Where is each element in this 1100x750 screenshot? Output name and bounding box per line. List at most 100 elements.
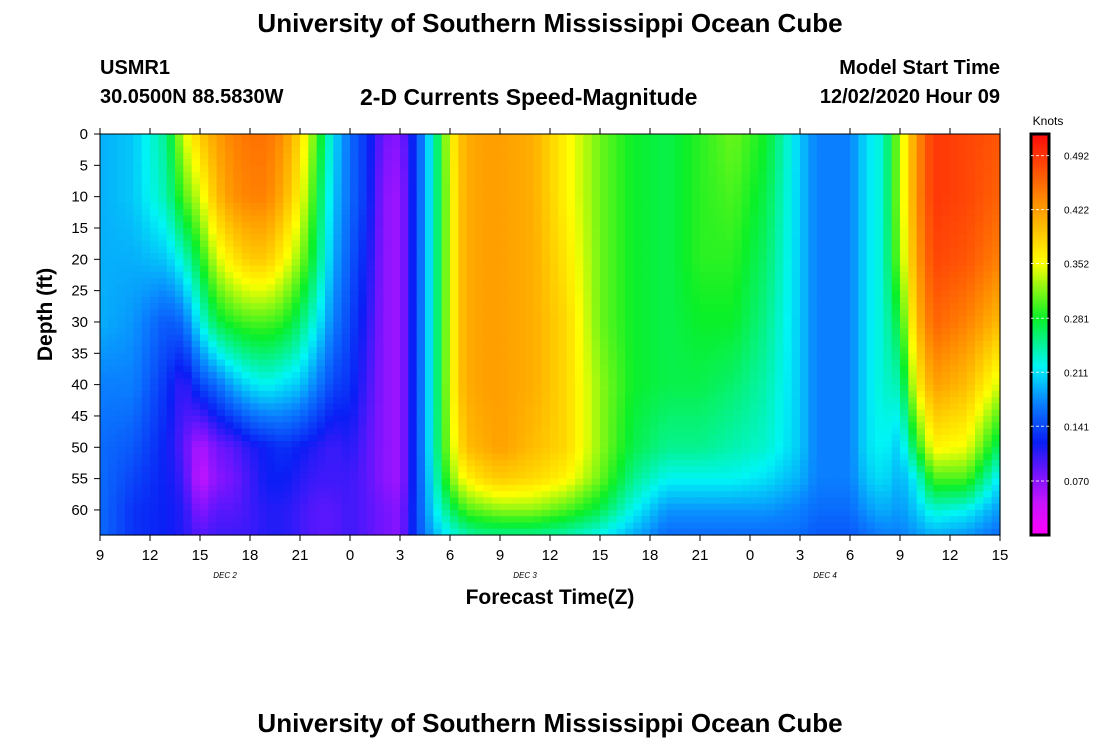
heatmap-cell — [316, 177, 326, 185]
heatmap-cell — [691, 334, 701, 342]
heatmap-cell — [558, 278, 568, 285]
heatmap-cell — [650, 340, 659, 348]
heatmap-cell — [116, 397, 126, 405]
heatmap-cell — [675, 240, 684, 248]
heatmap-cell — [658, 240, 668, 248]
heatmap-cell — [416, 397, 426, 405]
heatmap-cell — [475, 516, 484, 524]
heatmap-cell — [100, 466, 109, 473]
heatmap-cell — [433, 403, 443, 411]
heatmap-cell — [300, 271, 309, 279]
heatmap-cell — [300, 409, 309, 417]
heatmap-cell — [525, 284, 534, 292]
heatmap-cell — [575, 447, 584, 455]
heatmap-cell — [741, 202, 751, 210]
heatmap-cell — [741, 209, 751, 217]
heatmap-cell — [400, 140, 409, 148]
heatmap-cell — [475, 403, 484, 411]
heatmap-cell — [700, 184, 709, 191]
heatmap-cell — [625, 347, 634, 354]
heatmap-cell — [666, 384, 676, 392]
heatmap-cell — [291, 296, 301, 304]
heatmap-cell — [558, 428, 568, 436]
heatmap-cell — [250, 296, 259, 304]
heatmap-cell — [491, 321, 501, 329]
heatmap-cell — [541, 522, 551, 530]
heatmap-cell — [200, 303, 209, 311]
heatmap-cell — [250, 209, 259, 217]
heatmap-cell — [575, 459, 584, 467]
heatmap-cell — [266, 165, 276, 173]
heatmap-cell — [725, 447, 734, 455]
heatmap-cell — [375, 159, 384, 166]
heatmap-cell — [383, 184, 393, 191]
heatmap-cell — [433, 359, 443, 367]
heatmap-cell — [225, 472, 234, 480]
heatmap-cell — [550, 472, 559, 480]
heatmap-cell — [533, 246, 543, 254]
heatmap-cell — [725, 365, 734, 373]
heatmap-cell — [125, 384, 134, 392]
heatmap-cell — [608, 309, 618, 317]
heatmap-cell — [633, 528, 643, 536]
heatmap-cell — [433, 397, 443, 405]
heatmap-cell — [675, 459, 684, 467]
heatmap-cell — [366, 171, 376, 179]
heatmap-cell — [358, 372, 368, 379]
heatmap-cell — [491, 497, 501, 505]
heatmap-cell — [141, 328, 151, 336]
heatmap-cell — [366, 434, 376, 442]
heatmap-cell — [583, 503, 593, 511]
heatmap-cell — [683, 334, 693, 342]
heatmap-cell — [333, 190, 343, 198]
heatmap-cell — [708, 171, 718, 179]
heatmap-cell — [625, 522, 634, 530]
heatmap-cell — [583, 240, 593, 248]
heatmap-cell — [425, 516, 434, 524]
heatmap-cell — [583, 434, 593, 442]
heatmap-cell — [133, 334, 143, 342]
heatmap-cell — [508, 202, 518, 210]
heatmap-cell — [508, 315, 518, 323]
heatmap-cell — [383, 503, 393, 511]
heatmap-cell — [200, 134, 209, 141]
heatmap-cell — [225, 378, 234, 386]
heatmap-cell — [666, 165, 676, 173]
heatmap-cell — [491, 240, 501, 248]
heatmap-cell — [450, 234, 459, 242]
heatmap-cell — [741, 434, 751, 442]
heatmap-cell — [133, 240, 143, 248]
heatmap-cell — [616, 140, 626, 148]
heatmap-cell — [675, 190, 684, 198]
heatmap-cell — [508, 196, 518, 204]
heatmap-cell — [550, 484, 559, 492]
heatmap-cell — [258, 321, 268, 329]
heatmap-cell — [383, 447, 393, 455]
heatmap-cell — [725, 415, 734, 423]
heatmap-cell — [716, 284, 726, 292]
heatmap-cell — [425, 372, 434, 379]
heatmap-cell — [233, 134, 243, 141]
heatmap-cell — [616, 384, 626, 392]
heatmap-cell — [341, 321, 351, 329]
heatmap-cell — [466, 422, 476, 430]
heatmap-cell — [383, 484, 393, 492]
heatmap-cell — [408, 347, 418, 354]
heatmap-cell — [516, 209, 526, 217]
heatmap-cell — [341, 146, 351, 154]
heatmap-cell — [641, 234, 651, 242]
heatmap-cell — [691, 409, 701, 417]
heatmap-cell — [575, 209, 584, 217]
heatmap-cell — [366, 240, 376, 248]
heatmap-cell — [708, 227, 718, 235]
heatmap-cell — [250, 240, 259, 248]
heatmap-cell — [533, 227, 543, 235]
heatmap-cell — [191, 378, 201, 386]
heatmap-cell — [683, 190, 693, 198]
heatmap-cell — [441, 516, 451, 524]
heatmap-cell — [125, 484, 134, 492]
heatmap-cell — [208, 478, 218, 486]
heatmap-cell — [191, 202, 201, 210]
heatmap-cell — [391, 353, 401, 361]
heatmap-cell — [233, 221, 243, 229]
